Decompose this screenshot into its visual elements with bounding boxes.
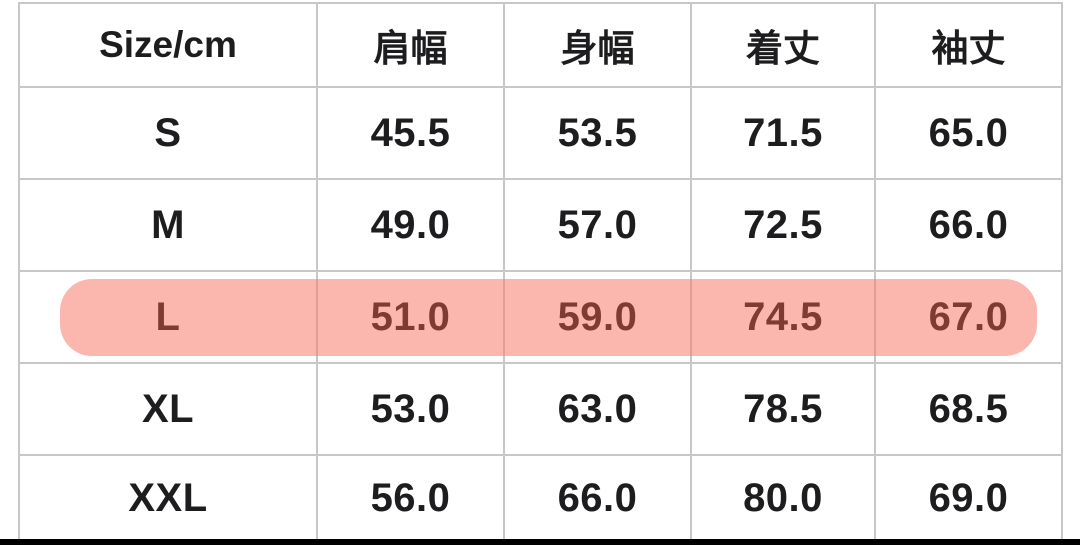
highlight-marker-band bbox=[60, 279, 1037, 356]
measure-cell: 72.5 bbox=[692, 180, 876, 270]
measure-cell: 59.0 bbox=[505, 272, 692, 362]
measure-cell: 68.5 bbox=[928, 386, 1009, 431]
measure-cell: 67.0 bbox=[928, 294, 1009, 339]
measure-cell: 71.5 bbox=[692, 88, 876, 178]
measure-cell: 51.0 bbox=[318, 272, 505, 362]
measure-cell: 53.5 bbox=[505, 88, 692, 178]
size-cell: M bbox=[20, 180, 318, 270]
table-row-s: S 45.5 53.5 71.5 65.0 bbox=[20, 88, 1061, 180]
measure-cell: 80.0 bbox=[692, 456, 876, 541]
measure-cell: 66.0 bbox=[928, 202, 1009, 247]
column-header-body-width: 身幅 bbox=[505, 4, 692, 86]
column-header-length: 着丈 bbox=[692, 4, 876, 86]
table-header-row: Size/cm 肩幅 身幅 着丈 袖丈 bbox=[20, 4, 1061, 88]
measure-cell: 56.0 bbox=[318, 456, 505, 541]
measure-cell: 45.5 bbox=[318, 88, 505, 178]
size-cell: XL bbox=[20, 364, 318, 454]
size-chart-table: Size/cm 肩幅 身幅 着丈 袖丈 S 45.5 53.5 71.5 65.… bbox=[18, 2, 1063, 541]
table-row-xl: XL 53.0 63.0 78.5 68.5 bbox=[20, 364, 1061, 456]
column-header-size: Size/cm bbox=[20, 4, 318, 86]
measure-cell: 65.0 bbox=[928, 110, 1009, 155]
table-row-l-highlighted: L 51.0 59.0 74.5 67.0 bbox=[20, 272, 1061, 364]
measure-cell: 78.5 bbox=[692, 364, 876, 454]
column-header-shoulder-width: 肩幅 bbox=[318, 4, 505, 86]
measure-cell: 53.0 bbox=[318, 364, 505, 454]
table-row-xxl: XXL 56.0 66.0 80.0 69.0 bbox=[20, 456, 1061, 541]
size-cell: XXL bbox=[20, 456, 318, 541]
measure-cell: 66.0 bbox=[505, 456, 692, 541]
bottom-black-bar bbox=[0, 539, 1080, 545]
measure-cell: 49.0 bbox=[318, 180, 505, 270]
size-cell: S bbox=[20, 88, 318, 178]
measure-cell: 69.0 bbox=[928, 476, 1009, 520]
measure-cell: 63.0 bbox=[505, 364, 692, 454]
column-header-sleeve-length: 袖丈 bbox=[931, 28, 1006, 69]
measure-cell: 57.0 bbox=[505, 180, 692, 270]
table-row-m: M 49.0 57.0 72.5 66.0 bbox=[20, 180, 1061, 272]
